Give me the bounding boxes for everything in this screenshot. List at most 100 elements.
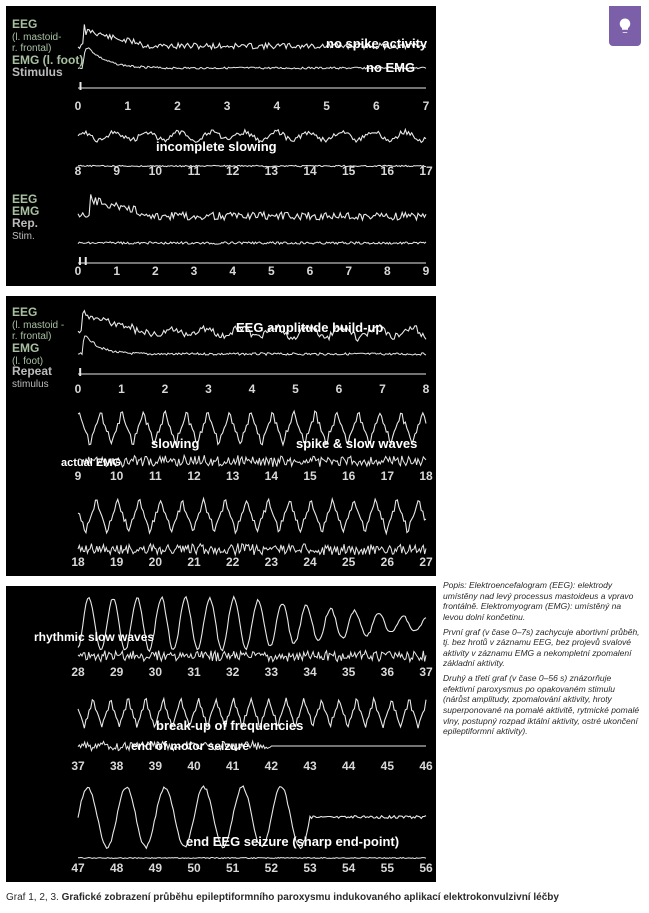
svg-text:44: 44 [342,759,356,773]
side-p1: Popis: Elektroencefalogram (EEG): elektr… [443,580,643,623]
svg-text:5: 5 [323,99,330,113]
chart-panel-3: 28293031323334353637rhythmic slow waves3… [6,586,436,882]
svg-text:30: 30 [149,665,163,679]
svg-text:end of motor seizure: end of motor seizure [131,739,249,753]
svg-text:43: 43 [303,759,317,773]
svg-text:14: 14 [265,469,279,483]
svg-text:28: 28 [71,665,85,679]
side-description: Popis: Elektroencefalogram (EEG): elektr… [443,580,643,741]
svg-text:34: 34 [303,665,317,679]
svg-text:2: 2 [152,264,159,278]
svg-text:42: 42 [265,759,279,773]
svg-text:11: 11 [188,164,201,178]
side-p2: První graf (v čase 0–7s) zachycuje abort… [443,627,643,670]
svg-text:11: 11 [149,469,162,483]
svg-text:incomplete slowing: incomplete slowing [156,139,277,154]
svg-text:54: 54 [342,861,356,875]
svg-text:4: 4 [249,382,256,396]
svg-text:Stimulus: Stimulus [12,65,63,79]
svg-text:16: 16 [342,469,356,483]
svg-text:EEG amplitude build-up: EEG amplitude build-up [236,320,383,335]
caption-bold: Grafické zobrazení průběhu epileptiformn… [62,892,559,903]
svg-text:37: 37 [71,759,85,773]
svg-text:0: 0 [75,264,82,278]
svg-text:25: 25 [342,555,356,569]
svg-text:10: 10 [149,164,163,178]
svg-text:10: 10 [110,469,124,483]
svg-text:Stim.: Stim. [12,231,35,242]
svg-text:8: 8 [423,382,430,396]
svg-text:47: 47 [71,861,85,875]
svg-text:break-up of frequencies: break-up of frequencies [156,718,303,733]
svg-text:7: 7 [379,382,386,396]
svg-text:37: 37 [419,665,433,679]
svg-text:(l. mastoid -: (l. mastoid - [12,320,64,331]
svg-text:18: 18 [419,469,433,483]
svg-text:end EEG seizure (sharp end-poi: end EEG seizure (sharp end-point) [186,834,399,849]
svg-text:18: 18 [71,555,85,569]
svg-text:22: 22 [226,555,240,569]
svg-text:EEG: EEG [12,305,37,319]
svg-text:EEG: EEG [12,17,37,31]
svg-text:0: 0 [75,99,82,113]
svg-text:13: 13 [265,164,279,178]
svg-text:40: 40 [187,759,201,773]
figure-caption: Graf 1, 2, 3. Grafické zobrazení průběhu… [6,892,646,903]
svg-text:7: 7 [345,264,352,278]
svg-text:50: 50 [187,861,201,875]
svg-text:no spike activity: no spike activity [326,36,428,51]
chart-panel-2: EEG(l. mastoid -r. frontal)EMG(l. foot)R… [6,296,436,576]
svg-text:24: 24 [303,555,317,569]
lightbulb-icon [616,17,634,35]
svg-text:12: 12 [187,469,201,483]
svg-text:EMG: EMG [12,341,39,355]
svg-text:8: 8 [384,264,391,278]
svg-text:36: 36 [381,665,395,679]
svg-text:32: 32 [226,665,240,679]
svg-text:9: 9 [113,164,120,178]
svg-text:3: 3 [205,382,212,396]
svg-text:41: 41 [226,759,240,773]
svg-text:stimulus: stimulus [12,379,49,390]
svg-text:3: 3 [191,264,198,278]
chart-svg-3: 28293031323334353637rhythmic slow waves3… [6,586,436,882]
svg-text:15: 15 [342,164,356,178]
svg-text:no EMG: no EMG [366,60,415,75]
svg-text:actual EMG: actual EMG [61,457,121,469]
svg-text:9: 9 [75,469,82,483]
svg-text:3: 3 [224,99,231,113]
svg-text:53: 53 [303,861,317,875]
svg-text:0: 0 [75,382,82,396]
svg-text:38: 38 [110,759,124,773]
svg-text:27: 27 [419,555,433,569]
svg-text:33: 33 [265,665,279,679]
svg-text:20: 20 [149,555,163,569]
svg-text:5: 5 [292,382,299,396]
svg-text:6: 6 [373,99,380,113]
svg-text:1: 1 [124,99,131,113]
svg-text:6: 6 [307,264,314,278]
svg-text:1: 1 [113,264,120,278]
svg-text:39: 39 [149,759,163,773]
svg-text:7: 7 [423,99,430,113]
svg-text:Repeat: Repeat [12,364,52,378]
svg-text:13: 13 [226,469,240,483]
side-p3: Druhý a třetí graf (v čase 0–56 s) znázo… [443,673,643,737]
chart-svg-2: EEG(l. mastoid -r. frontal)EMG(l. foot)R… [6,296,436,576]
svg-text:29: 29 [110,665,124,679]
lightbulb-badge [609,6,641,46]
svg-text:51: 51 [226,861,240,875]
svg-text:12: 12 [226,164,240,178]
caption-prefix: Graf 1, 2, 3. [6,892,62,903]
svg-text:19: 19 [110,555,124,569]
svg-text:Rep.: Rep. [12,216,38,230]
svg-text:26: 26 [381,555,395,569]
svg-text:2: 2 [162,382,169,396]
svg-text:21: 21 [187,555,201,569]
svg-text:56: 56 [419,861,433,875]
svg-text:17: 17 [381,469,395,483]
svg-text:15: 15 [303,469,317,483]
chart-svg-1: EEG(l. mastoid-r. frontal)EMG (l. foot)S… [6,6,436,286]
svg-text:4: 4 [229,264,236,278]
svg-text:55: 55 [381,861,395,875]
